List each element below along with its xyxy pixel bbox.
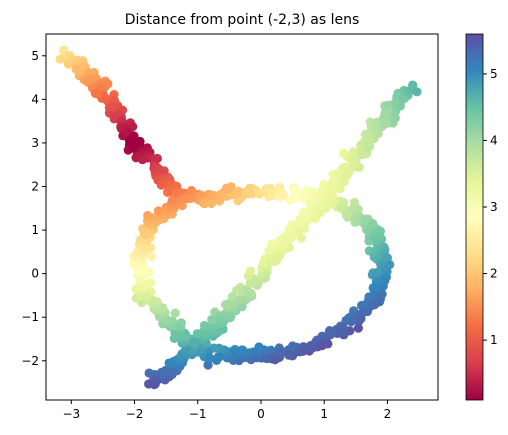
x-tick-label: 1 (320, 407, 328, 421)
y-tick-label: −1 (21, 310, 39, 324)
scatter-point (161, 365, 171, 376)
scatter-point (139, 228, 149, 238)
y-tick-label: 0 (31, 267, 39, 281)
x-tick-label: −2 (126, 407, 144, 421)
colorbar-tick-label: 4 (490, 133, 498, 147)
scatter-point (383, 100, 393, 110)
scatter-point (137, 154, 148, 165)
scatter-point (315, 201, 325, 211)
scatter-point (284, 350, 294, 360)
scatter-point (245, 266, 256, 276)
scatter-point (92, 88, 102, 99)
scatter-point (326, 182, 336, 192)
scatter-point (243, 287, 254, 297)
scatter-point (150, 296, 161, 307)
scatter-point (180, 194, 191, 204)
scatter-point (171, 188, 181, 198)
scatter-point (390, 113, 400, 123)
scatter-point (145, 278, 156, 288)
y-tick-label: 5 (31, 49, 39, 63)
colorbar-tick-label: 5 (490, 67, 498, 81)
points-layer (55, 45, 422, 390)
scatter-point (207, 314, 217, 325)
y-tick-label: 2 (31, 180, 39, 194)
colorbar-tick-label: 3 (490, 200, 498, 214)
scatter-point (244, 189, 255, 199)
y-tick-label: 4 (31, 92, 39, 106)
x-tick-label: 0 (257, 407, 265, 421)
colorbar (465, 33, 484, 401)
scatter-point (372, 267, 383, 277)
scatter-point (144, 379, 154, 389)
scatter-point (354, 313, 364, 323)
scatter-point (300, 207, 310, 217)
scatter-point (215, 314, 225, 324)
y-tick-label: 1 (31, 223, 39, 237)
scatter-point (170, 308, 180, 318)
scatter-point (109, 102, 119, 112)
scatter-point (296, 233, 307, 243)
scatter-point (277, 188, 287, 198)
scatter-point (348, 147, 358, 157)
scatter-point (299, 192, 309, 202)
colorbar-tick-label: 2 (490, 267, 498, 281)
scatter-point (129, 132, 139, 142)
scatter-point (199, 327, 209, 337)
scatter-point (167, 195, 177, 205)
scatter-point (267, 239, 277, 249)
scatter-point (308, 343, 318, 353)
scatter-point (350, 217, 360, 227)
scatter-point (398, 94, 408, 104)
y-axis: −2 −1 0 1 2 3 4 5 (21, 49, 46, 368)
scatter-point (144, 368, 154, 378)
scatter-point (101, 94, 111, 104)
scatter-point (353, 323, 363, 333)
x-axis: −3 −2 −1 0 1 2 (62, 400, 391, 421)
scatter-point (287, 341, 298, 351)
scatter-point (190, 338, 200, 348)
scatter-point (87, 74, 97, 84)
x-tick-label: −1 (189, 407, 207, 421)
scatter-point (339, 148, 349, 158)
scatter-point (143, 210, 153, 221)
scatter-point (128, 141, 138, 152)
scatter-point (121, 127, 132, 137)
scatter-point (267, 187, 277, 197)
scatter-point (364, 140, 375, 151)
scatter-point (312, 191, 323, 202)
colorbar-axis: 1 2 3 4 5 (483, 67, 498, 347)
scatter-point (153, 206, 164, 216)
x-tick-label: 2 (384, 407, 392, 421)
scatter-point (326, 199, 336, 209)
scatter-point (377, 289, 387, 299)
plot-frame (45, 33, 439, 401)
scatter-point (206, 198, 217, 209)
scatter-point (142, 292, 152, 302)
scatter-point (412, 87, 422, 97)
scatter-point (220, 299, 231, 310)
scatter-point (305, 199, 315, 209)
x-tick-label: −3 (62, 407, 80, 421)
scatter-point (365, 117, 375, 127)
colorbar-tick-label: 1 (490, 333, 498, 347)
scatter-point (381, 119, 391, 129)
y-tick-label: 3 (31, 136, 39, 150)
scatter-point (213, 352, 224, 363)
scatter-point (266, 345, 276, 355)
scatter-point (128, 258, 138, 269)
scatter-point (317, 341, 327, 351)
scatter-point (370, 283, 380, 294)
scatter-point (199, 199, 210, 209)
scatter-point (151, 375, 161, 386)
scatter-point (270, 355, 280, 365)
scatter-point (344, 167, 354, 177)
y-tick-label: −2 (21, 354, 39, 368)
scatter-point (233, 186, 244, 196)
chart-title: Distance from point (-2,3) as lens (125, 12, 360, 28)
scatter-point (172, 329, 182, 339)
scatter-point (203, 360, 213, 370)
